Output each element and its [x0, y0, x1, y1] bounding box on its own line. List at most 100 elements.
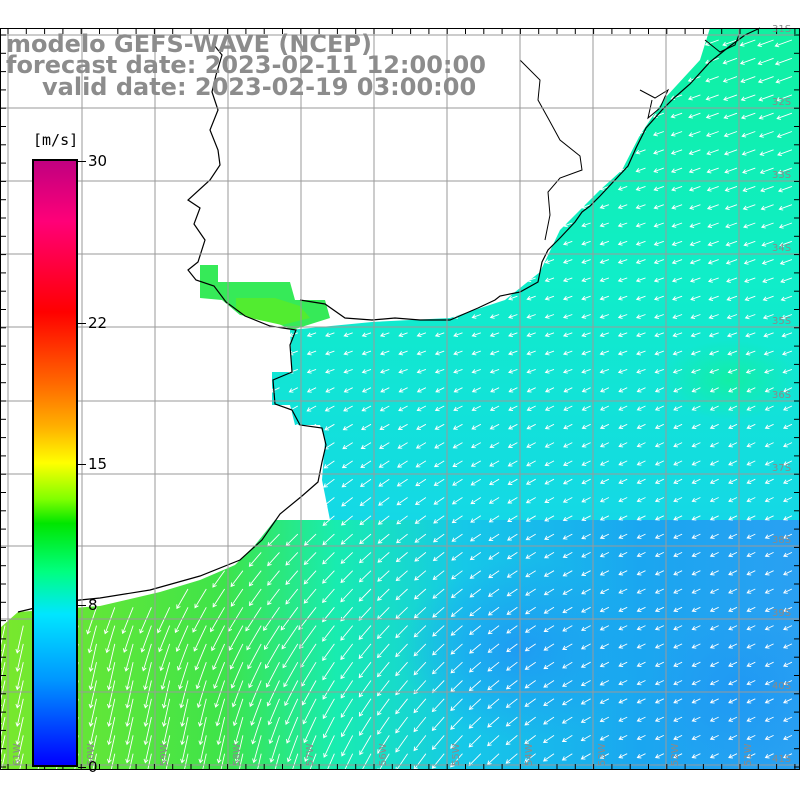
- wind-arrow: [688, 112, 701, 119]
- wind-arrow: [285, 570, 299, 586]
- wind-arrow: [231, 680, 244, 708]
- wind-arrow: [654, 588, 664, 594]
- wind-arrow: [709, 478, 719, 484]
- wind-arrow: [395, 552, 408, 563]
- wind-arrow: [431, 698, 445, 713]
- colorbar-tick: [78, 767, 86, 768]
- wind-arrow: [635, 167, 646, 173]
- wind-arrow: [416, 350, 427, 356]
- wind-arrow: [281, 625, 299, 650]
- wind-arrow: [774, 39, 793, 48]
- wind-arrow: [777, 149, 793, 157]
- wind-arrow: [542, 753, 555, 762]
- wind-arrow: [618, 515, 628, 521]
- wind-arrow: [600, 387, 610, 393]
- wind-arrow: [563, 405, 573, 411]
- wind-arrow: [434, 442, 445, 449]
- wind-arrow: [284, 680, 299, 707]
- wind-arrow: [434, 423, 445, 430]
- wind-arrow: [635, 277, 646, 283]
- wind-arrow: [505, 716, 518, 727]
- wind-arrow: [599, 478, 610, 485]
- lat-label: 35S: [772, 316, 791, 327]
- wind-arrow: [581, 606, 591, 613]
- wind-arrow: [673, 698, 683, 704]
- wind-arrow: [671, 240, 683, 247]
- wind-arrow: [359, 735, 372, 756]
- wind-arrow: [359, 716, 372, 736]
- lat-label: 36S: [772, 390, 791, 401]
- wind-arrow: [671, 222, 683, 228]
- wind-arrow: [764, 515, 774, 521]
- wind-arrow: [450, 625, 463, 636]
- wind-arrow: [416, 405, 427, 412]
- wind-arrow: [580, 716, 591, 723]
- wind-arrow: [526, 442, 536, 448]
- wind-arrow: [322, 661, 335, 681]
- wind-arrow: [358, 552, 372, 564]
- wind-arrow: [563, 442, 573, 448]
- wind-arrow: [709, 753, 719, 759]
- wind-arrow: [413, 735, 427, 752]
- wind-arrow: [581, 240, 591, 246]
- wind-arrow: [728, 625, 738, 631]
- wind-arrow: [636, 423, 646, 430]
- wind-arrow: [507, 497, 518, 504]
- wind-arrow: [161, 698, 171, 727]
- wind-arrow: [15, 753, 24, 782]
- wind-arrow: [360, 442, 372, 449]
- wind-arrow: [487, 680, 500, 691]
- wind-arrow: [434, 368, 445, 374]
- wind-arrow: [489, 368, 500, 374]
- wind-arrow: [654, 680, 664, 686]
- wind-arrow: [322, 643, 335, 662]
- wind-arrow: [744, 314, 756, 320]
- wind-arrow: [253, 753, 262, 782]
- wind-arrow: [543, 643, 555, 651]
- wind-arrow: [691, 515, 701, 521]
- wind-arrow: [304, 753, 317, 781]
- wind-arrow: [722, 39, 738, 47]
- wind-arrow: [508, 295, 518, 301]
- wind-arrow: [340, 533, 353, 545]
- wind-arrow: [543, 570, 555, 577]
- wind-arrow: [728, 515, 738, 521]
- wind-arrow: [740, 94, 756, 102]
- wind-arrow: [398, 405, 408, 412]
- wind-arrow: [340, 661, 354, 680]
- wind-arrow: [599, 368, 610, 374]
- wind-arrow: [673, 734, 683, 741]
- wind-arrow: [507, 478, 518, 485]
- wind-arrow: [468, 735, 482, 748]
- wind-arrow: [361, 368, 372, 374]
- wind-arrow: [723, 149, 738, 156]
- wind-arrow: [414, 497, 427, 505]
- wind-arrow: [88, 698, 97, 727]
- wind-arrow: [306, 387, 317, 393]
- wind-arrow: [705, 76, 719, 83]
- wind-arrow: [599, 332, 610, 338]
- wind-arrow: [471, 387, 481, 393]
- wind-arrow: [599, 661, 610, 668]
- wind-arrow: [618, 680, 628, 686]
- lat-label: 40S: [772, 681, 791, 692]
- wind-arrow: [343, 387, 353, 393]
- wind-arrow: [544, 295, 555, 301]
- wind-arrow: [636, 460, 646, 466]
- wind-arrow: [783, 625, 793, 631]
- wind-arrow: [343, 405, 353, 412]
- wind-arrow: [728, 551, 738, 558]
- wind-arrow: [654, 405, 664, 411]
- wind-arrow: [526, 314, 536, 319]
- wind-arrow: [581, 497, 591, 503]
- wind-arrow: [562, 643, 573, 650]
- wind-arrow: [341, 497, 353, 507]
- wind-arrow: [161, 753, 171, 782]
- wind-arrow: [487, 643, 500, 653]
- wind-arrow: [599, 314, 610, 319]
- wind-arrow: [544, 368, 555, 374]
- wind-arrow: [176, 588, 189, 610]
- wind-arrow: [414, 570, 427, 581]
- wind-arrow: [106, 735, 116, 764]
- wind-arrow: [673, 405, 683, 411]
